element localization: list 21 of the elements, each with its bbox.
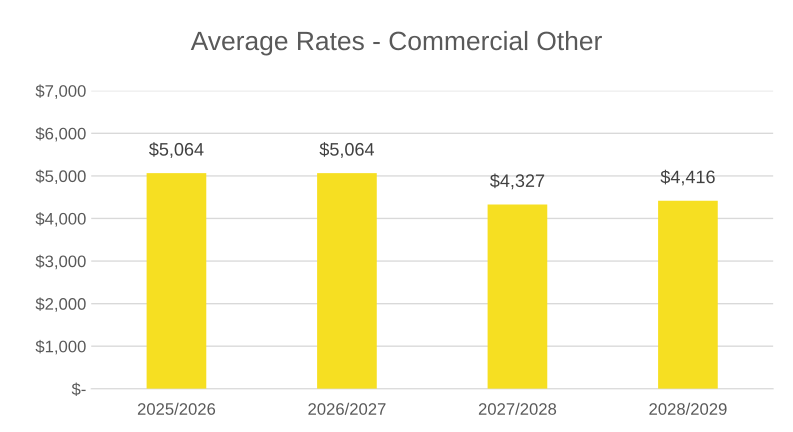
x-tick-label: 2027/2028 [478,402,556,415]
x-tick-label: 2028/2029 [649,402,727,415]
y-tick-label: $- [72,382,86,396]
y-tick-label: $2,000 [36,297,86,312]
x-tick-label: 2026/2027 [308,402,386,415]
bar [488,204,548,389]
x-tick-label: 2025/2026 [138,402,216,415]
y-tick-label: $7,000 [36,84,86,99]
bar [317,173,377,389]
y-tick-label: $1,000 [36,340,86,354]
data-label: $4,327 [490,174,544,190]
y-tick-label: $3,000 [36,254,86,270]
data-label: $4,416 [660,170,715,186]
y-tick-label: $4,000 [36,212,86,227]
bar [658,200,718,389]
y-tick-label: $6,000 [36,127,86,142]
chart-title: Average Rates - Commercial Other [190,30,602,56]
data-label: $5,064 [149,142,204,158]
bar [146,173,206,389]
data-label: $5,064 [320,142,374,158]
y-tick-label: $5,000 [36,170,86,184]
